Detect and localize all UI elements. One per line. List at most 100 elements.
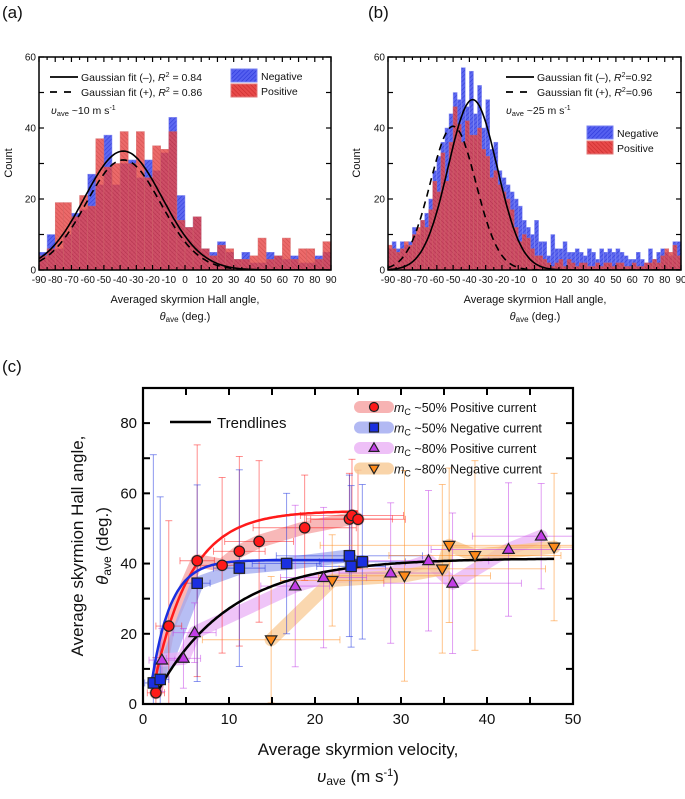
superscript: 2 (622, 87, 626, 94)
y-tick-label: 80 (120, 415, 137, 432)
x-tick-label: -10 (162, 275, 177, 286)
legend-bars: Negative Positive (230, 68, 303, 98)
panel-label-b: (b) (368, 3, 389, 22)
legend-text: ~80% Positive current (411, 442, 537, 456)
x-axis-label: Average skyrmion velocity, (258, 740, 459, 759)
marker-circle (150, 686, 162, 699)
r2-value: =0.92 (626, 72, 653, 84)
x-tick-label: -40 (462, 275, 477, 286)
y-tick-label: 60 (374, 53, 386, 64)
legend-text: ~50% Negative current (411, 422, 543, 436)
bar-positive (192, 216, 202, 270)
theta-symbol: θ (93, 575, 112, 585)
x-tick-label: 30 (228, 275, 240, 286)
x-tick-label: 30 (393, 711, 410, 728)
bar-positive (424, 227, 429, 270)
bar-positive (631, 262, 637, 270)
unit-end: ) (393, 767, 399, 786)
legend-subscript: C (404, 469, 411, 479)
bar-positive (71, 216, 80, 270)
r2-value: =0.96 (626, 87, 653, 99)
legend-swatch-positive (586, 140, 614, 155)
x-tick-label: 60 (627, 275, 639, 286)
x-tick-label: -90 (381, 275, 396, 286)
legend-swatch-negative (586, 125, 614, 140)
bar-positive (656, 262, 661, 270)
bar-positive (290, 259, 299, 270)
bar-positive (473, 134, 478, 270)
bar-positive (619, 262, 625, 270)
bar-positive (298, 248, 307, 270)
superscript: -1 (384, 767, 394, 779)
marker-square (280, 557, 293, 570)
superscript: 2 (166, 72, 170, 79)
y-tick-label: 0 (129, 696, 137, 713)
x-tick-label: 40 (594, 275, 606, 286)
panel-label-a: (a) (2, 3, 23, 22)
bar-positive (322, 241, 331, 270)
upsilon-symbol: υ (51, 105, 57, 117)
subscript: ave (57, 109, 69, 118)
bar-positive (526, 237, 531, 270)
bar-positive (136, 131, 145, 270)
y-tick-label: 40 (374, 124, 386, 135)
legend-label-fit-neg: Gaussian fit (–), R2=0.92 (537, 72, 652, 84)
bar-positive (391, 248, 397, 270)
bar-positive (456, 124, 462, 270)
bar-positive (538, 255, 543, 270)
marker-square (191, 577, 203, 590)
bar-positive (583, 262, 588, 270)
bar-positive (579, 262, 584, 270)
x-tick-label: 30 (578, 275, 590, 286)
y-tick-label: 0 (379, 266, 385, 277)
marker-triangle-up (534, 528, 548, 541)
unit: (deg.) (93, 507, 112, 556)
x-tick-label: -50 (446, 275, 461, 286)
legend-text: ~80% Negative current (411, 463, 543, 477)
histogram-panel-a: -90 -80 -70 -60 -50 -40 -30 -20 -10 0 10 20 30 40 50 60… (3, 53, 337, 325)
fit-line-negative (388, 98, 681, 270)
bar-positive (176, 220, 186, 270)
x-tick-label: -60 (430, 275, 445, 286)
bar-positive (603, 262, 608, 270)
marker-triangle-up (176, 651, 191, 663)
marker-triangle-up (383, 565, 398, 578)
legend-subscript: C (404, 407, 411, 417)
bar-positive (664, 248, 670, 270)
x-axis-label: Averaged skyrmion Hall angle, (111, 294, 260, 306)
x-tick-label: 10 (545, 275, 557, 286)
annotation-text: ~10 m s (69, 105, 110, 117)
velocity-annotation: υave ~10 m s-1 (51, 105, 116, 118)
legend-trendlines-label: Trendlines (217, 415, 286, 432)
bar-positive (160, 149, 170, 270)
legend-label-negative: Negative (617, 128, 659, 140)
r2-symbol: R (158, 87, 166, 99)
x-tick-label: -80 (397, 275, 412, 286)
marker-circle (253, 535, 265, 548)
marker-square (154, 673, 166, 686)
legend-subscript: C (404, 428, 411, 438)
unit: (deg.) (529, 311, 561, 323)
legend-bars: Negative Positive (586, 125, 659, 155)
x-tick-label: 40 (479, 711, 496, 728)
annotation-text: ~25 m s (524, 105, 565, 117)
bar-positive (595, 262, 600, 270)
bar-positive (558, 259, 564, 270)
bar-positive (168, 131, 178, 270)
marker-circle (368, 401, 380, 413)
theta-symbol: θ (160, 311, 166, 323)
bar-positive (428, 209, 434, 270)
r2-symbol: R (158, 72, 166, 84)
x-tick-label: -80 (48, 275, 63, 286)
bar-positive (672, 244, 678, 270)
y-tick-label: 40 (120, 556, 137, 573)
legend-m-symbol: m (394, 463, 404, 477)
bar-positive (648, 262, 653, 270)
marker-triangle-down (442, 540, 456, 553)
superscript: -1 (109, 105, 115, 112)
bar-positive (615, 262, 621, 270)
legend-label-fit-pos: Gaussian fit (+), R2 = 0.86 (81, 87, 202, 99)
bar-positive (497, 184, 503, 270)
legend-swatch-negative (230, 68, 258, 83)
